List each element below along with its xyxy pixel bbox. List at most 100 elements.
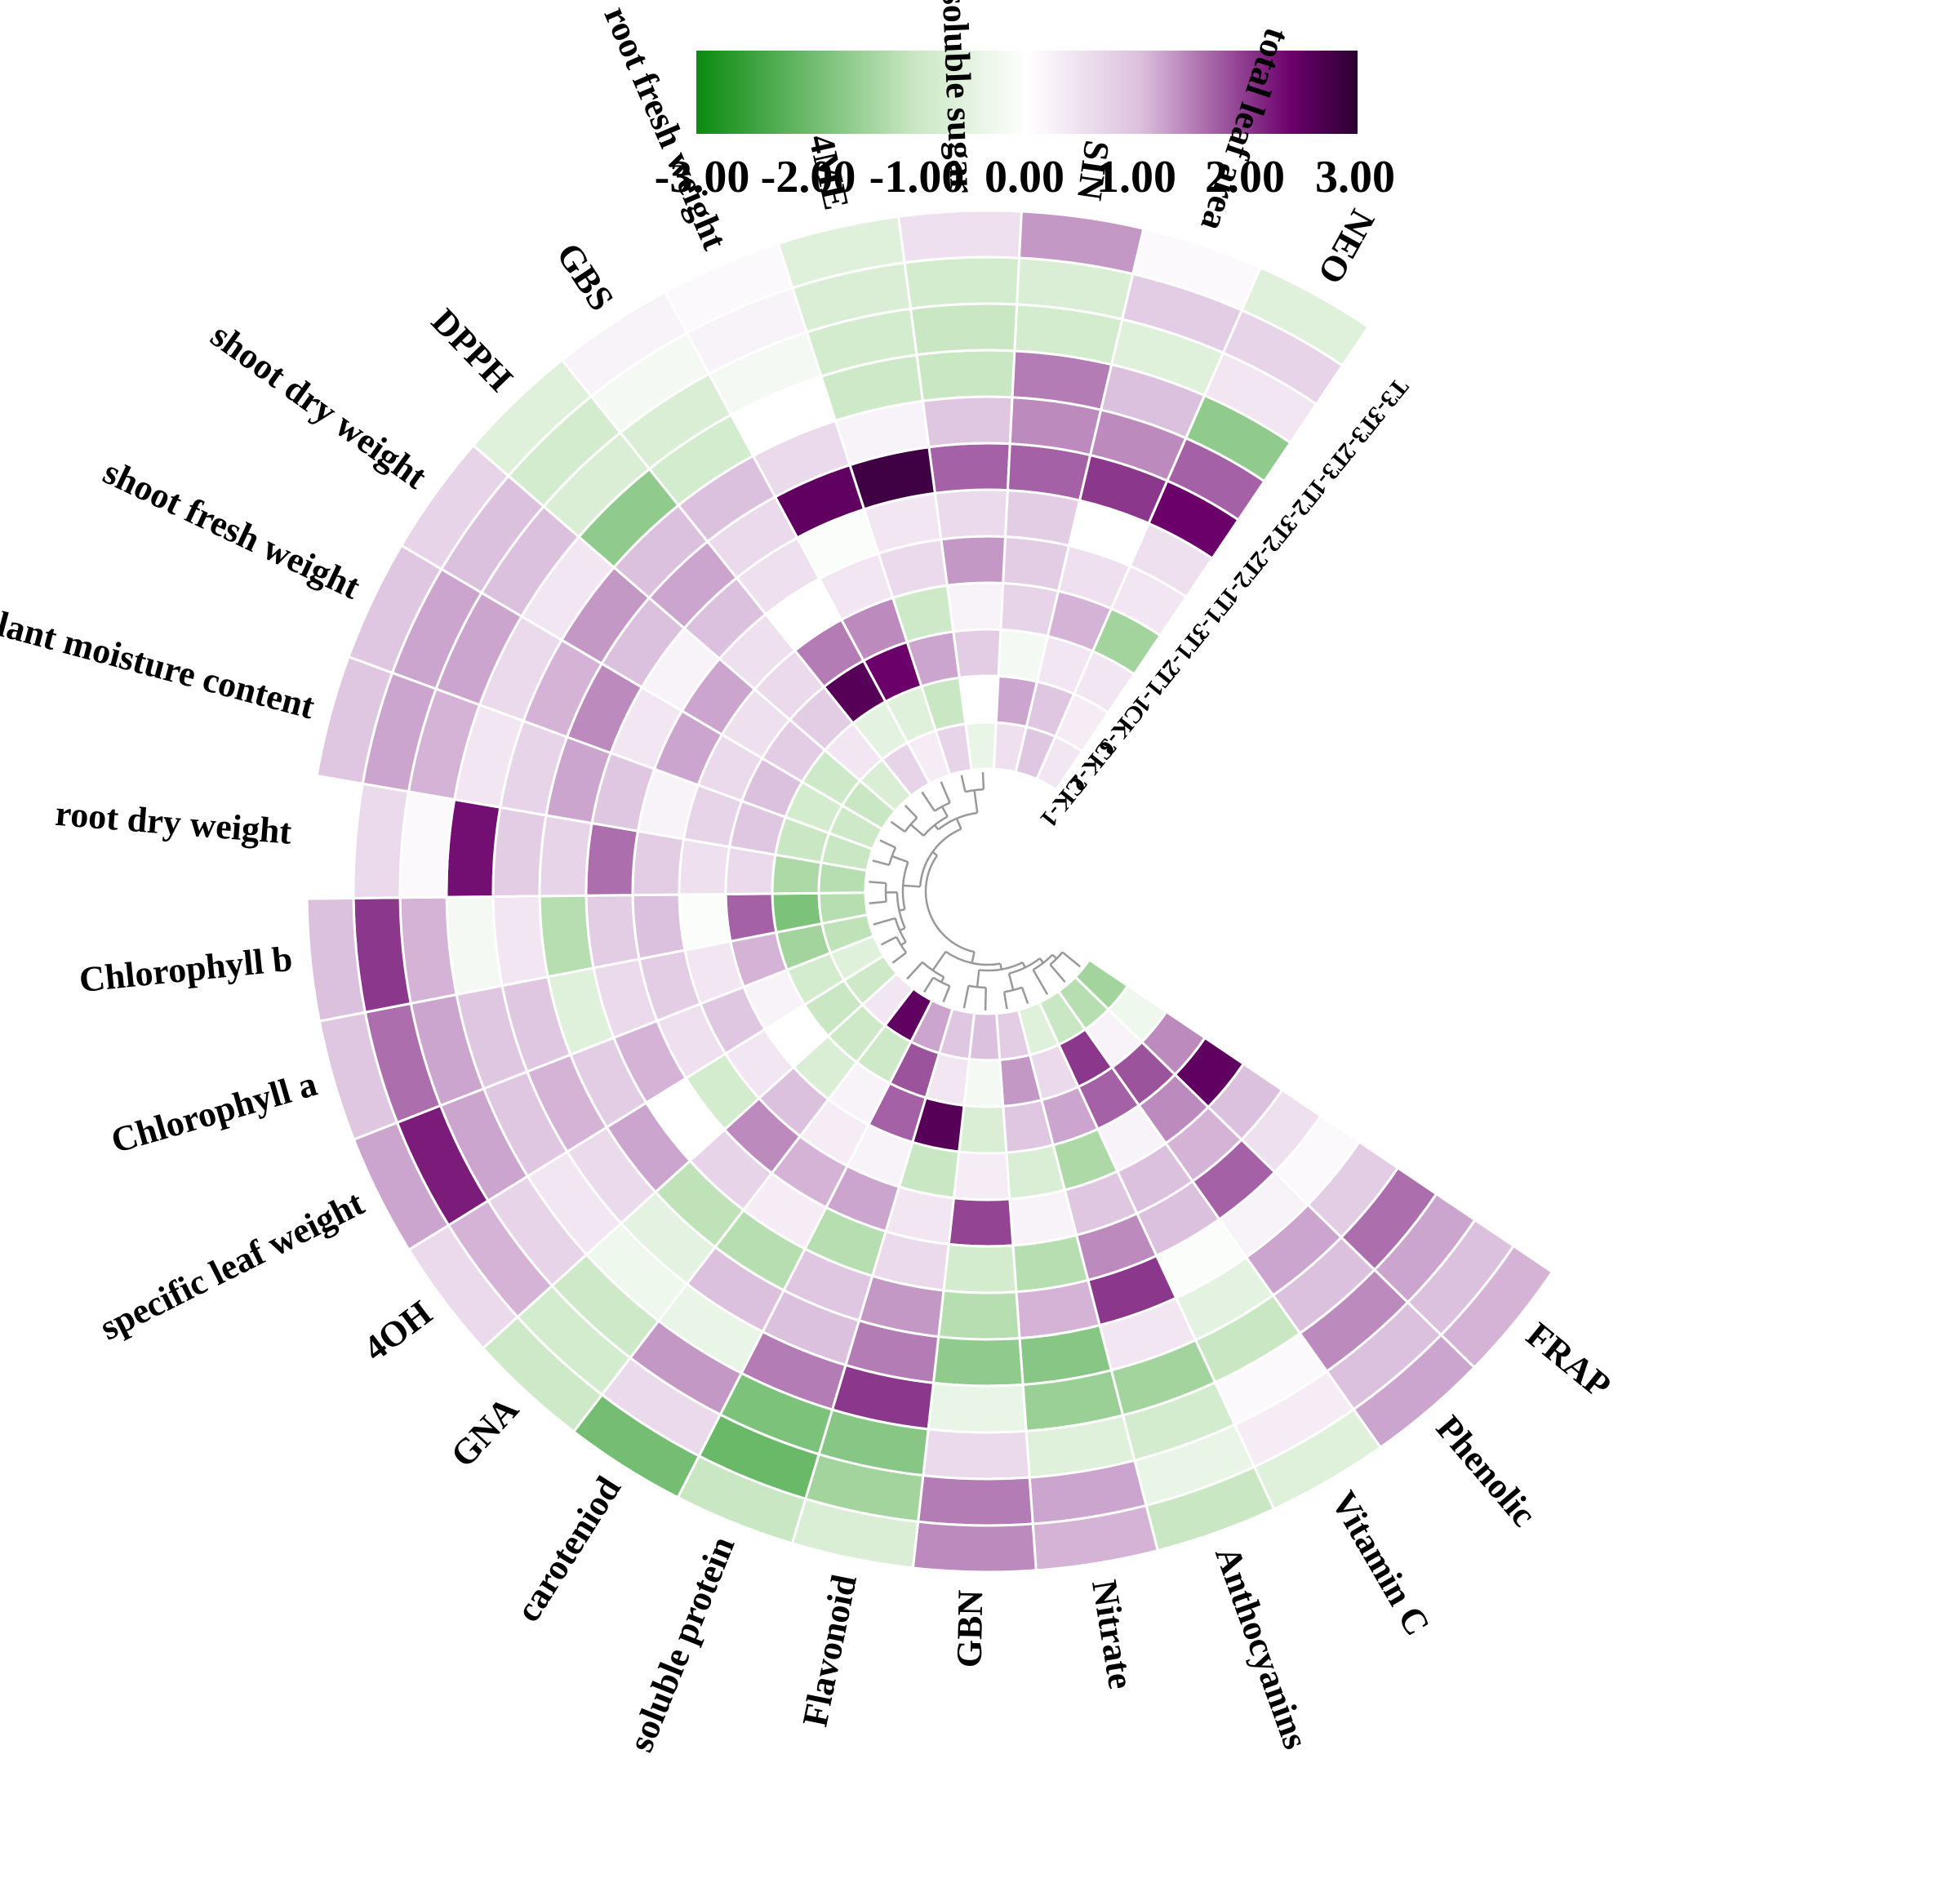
- dendrogram-branch: [941, 782, 950, 803]
- dendrogram-branch: [881, 937, 896, 944]
- variable-label: Nitrate: [1084, 1577, 1141, 1692]
- variable-label: SIN: [1069, 138, 1118, 203]
- dendrogram-branch: [944, 986, 950, 1002]
- heatmap-cell: [923, 1429, 1029, 1479]
- dendrogram-branch: [964, 986, 969, 1008]
- variable-label: plant moisture content: [0, 598, 319, 726]
- heatmap-cell: [944, 1244, 1016, 1293]
- dendrogram-branch: [892, 953, 906, 963]
- heatmap-cell: [918, 1476, 1033, 1526]
- heatmap-cell: [947, 583, 1002, 632]
- heatmap-cell: [964, 1059, 1003, 1107]
- dendrogram-branch: [985, 988, 986, 1010]
- heatmap-cell: [586, 824, 638, 896]
- heatmap-cell: [540, 815, 592, 896]
- dendrogram-branch: [1023, 962, 1025, 967]
- heatmap-cell: [353, 784, 408, 898]
- heatmap-cell: [400, 792, 455, 898]
- dendrogram-branch: [957, 819, 962, 829]
- dendrogram-branch: [942, 806, 948, 816]
- variable-label: specific leaf weight: [94, 1183, 371, 1348]
- heatmap-cell: [949, 1198, 1013, 1246]
- heatmap-cell: [633, 831, 683, 895]
- dendrogram-branch: [873, 860, 889, 864]
- variable-label: shoot dry weight: [203, 315, 434, 497]
- heatmap-cell: [911, 304, 1017, 355]
- heatmap-cell: [939, 1290, 1020, 1339]
- heatmap-cell: [917, 350, 1015, 401]
- variable-label: caroteniod: [508, 1469, 629, 1628]
- variable-label: Chlorophyll a: [107, 1064, 322, 1161]
- dendrogram-branch: [911, 824, 924, 836]
- variable-label: FRAP: [1519, 1315, 1619, 1406]
- dendrogram-branch: [983, 772, 984, 789]
- dendrogram-branch: [977, 970, 979, 987]
- dendrogram-branch: [962, 775, 966, 792]
- dendrogram-branch: [905, 806, 918, 818]
- dendrogram-branch: [1001, 964, 1002, 970]
- dendrogram-branch: [1004, 992, 1007, 1009]
- dendrogram-branch: [907, 962, 922, 979]
- dendrogram-branch: [933, 952, 946, 970]
- dendrogram-branch: [892, 856, 909, 862]
- colorbar-tick: 3.00: [1315, 152, 1395, 202]
- heatmap-cell: [953, 1152, 1009, 1200]
- heatmap-cell: [929, 443, 1010, 493]
- variable-label: Anthocyanins: [1207, 1541, 1316, 1754]
- dendrogram-branch: [891, 822, 904, 832]
- dendrogram-branch: [1009, 974, 1013, 990]
- dendrogram-branch: [880, 841, 896, 848]
- variable-label: shoot fresh weight: [97, 451, 367, 607]
- heatmap-cell: [586, 895, 639, 968]
- dendrogram-branch: [975, 790, 978, 813]
- heatmap-cell: [540, 895, 593, 976]
- dendrogram-arc: [926, 855, 975, 952]
- dendrogram-branch: [1033, 970, 1048, 994]
- variable-label: GBS: [549, 236, 621, 318]
- variable-label: NEO: [1310, 203, 1383, 291]
- dendrogram-branch: [922, 792, 934, 811]
- heatmap-cell: [679, 894, 731, 950]
- variable-label: Flavonoid: [794, 1571, 864, 1730]
- dendrogram-branch: [1051, 965, 1065, 982]
- heatmap-cell: [935, 490, 1007, 540]
- heatmap-cell: [904, 257, 1020, 309]
- heatmap-cell: [941, 536, 1006, 585]
- dendrogram-branch: [972, 952, 975, 963]
- heatmap-cell: [913, 1521, 1036, 1572]
- heatmap-cell: [307, 775, 362, 898]
- dendrogram-branch: [924, 978, 933, 993]
- dendrogram-branch: [869, 902, 887, 904]
- heatmap-cell: [966, 722, 996, 770]
- variable-label: soluble sugar: [935, 0, 983, 194]
- heatmap-cell: [959, 676, 998, 724]
- dendrogram-branch: [869, 882, 886, 883]
- variable-label: 4OH: [356, 1293, 439, 1370]
- heatmap-cell: [959, 1105, 1007, 1153]
- variable-label: DPPH: [424, 301, 520, 399]
- variable-label: Vitamin C: [1323, 1485, 1438, 1642]
- heatmap-cell: [899, 211, 1022, 263]
- heatmap-cell: [679, 839, 730, 895]
- dendrogram-branch: [1022, 988, 1028, 1004]
- dendrogram-branch: [900, 928, 904, 930]
- heatmap-cell: [933, 1337, 1023, 1386]
- variable-label: soluble protein: [620, 1531, 742, 1757]
- heatmap-cell: [923, 397, 1013, 447]
- heatmap-cell: [447, 800, 500, 898]
- variable-label: Phenolic: [1429, 1408, 1544, 1534]
- variable-label: Chlorophyll b: [78, 939, 295, 1000]
- heatmap-cell: [726, 894, 776, 941]
- heatmap-cell: [928, 1383, 1026, 1432]
- dendrogram-branch: [873, 918, 896, 925]
- variable-label: GBN: [949, 1589, 991, 1668]
- heatmap-cell: [493, 807, 546, 896]
- dendrogram-branch: [1062, 953, 1080, 967]
- variable-label: GNA: [442, 1389, 526, 1475]
- heatmap-cell: [633, 895, 685, 959]
- dendrogram-branch: [932, 852, 937, 855]
- heatmap-cell: [953, 629, 1001, 677]
- heatmap-cell: [493, 896, 548, 986]
